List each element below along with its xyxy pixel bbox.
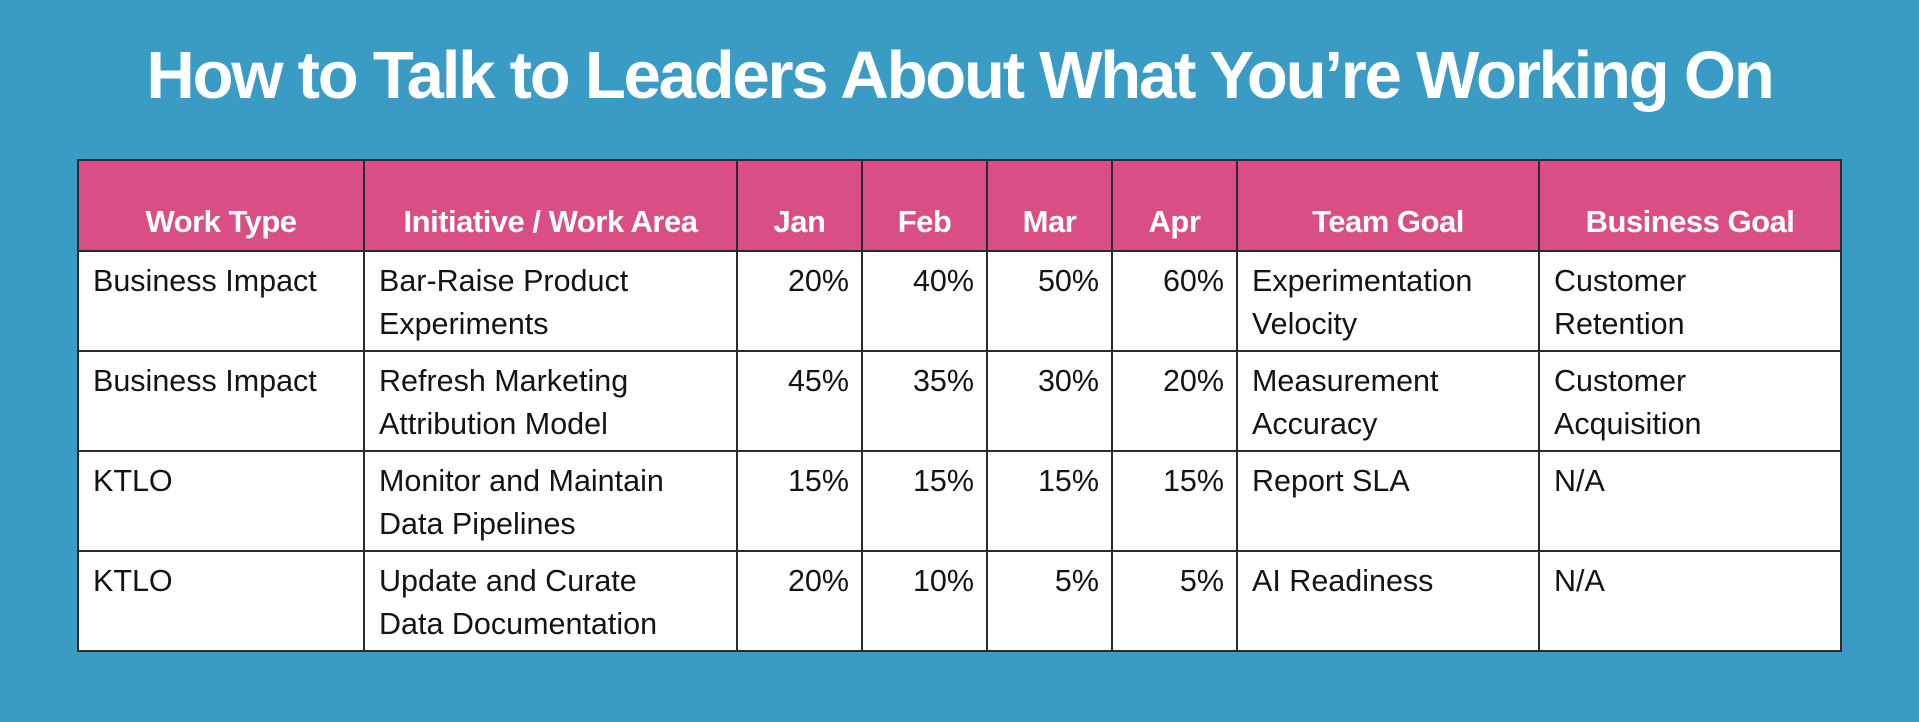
- cell-business-goal: N/A: [1538, 550, 1842, 652]
- cell-apr: 20%: [1111, 350, 1238, 452]
- cell-line: N/A: [1554, 564, 1605, 598]
- table-row: Business Impact Refresh Marketing Attribu…: [77, 350, 1842, 452]
- cell-line: Update and Curate: [379, 564, 637, 598]
- cell-jan: 45%: [736, 350, 863, 452]
- cell-line: Velocity: [1252, 307, 1358, 341]
- cell-business-goal: Customer Acquisition: [1538, 350, 1842, 452]
- cell-business-goal: N/A: [1538, 450, 1842, 552]
- cell-mar: 30%: [986, 350, 1113, 452]
- header-mar: Mar: [986, 159, 1113, 252]
- cell-feb: 35%: [861, 350, 988, 452]
- cell-work-type: KTLO: [77, 450, 365, 552]
- work-allocation-table: Work Type Initiative / Work Area Jan Feb…: [77, 159, 1842, 652]
- cell-mar: 5%: [986, 550, 1113, 652]
- cell-mar: 50%: [986, 250, 1113, 352]
- cell-jan: 20%: [736, 550, 863, 652]
- cell-line: Accuracy: [1252, 407, 1378, 441]
- table-header-row: Work Type Initiative / Work Area Jan Feb…: [77, 159, 1842, 252]
- cell-initiative: Bar-Raise Product Experiments: [363, 250, 738, 352]
- cell-line: Bar-Raise Product: [379, 264, 629, 298]
- header-work-type: Work Type: [77, 159, 365, 252]
- cell-line: Customer: [1554, 264, 1687, 298]
- cell-initiative: Monitor and Maintain Data Pipelines: [363, 450, 738, 552]
- table-row: KTLO Monitor and Maintain Data Pipelines …: [77, 450, 1842, 552]
- cell-line: Refresh Marketing: [379, 364, 629, 398]
- cell-line: Experimentation: [1252, 264, 1473, 298]
- cell-line: Data Documentation: [379, 607, 658, 641]
- cell-line: Retention: [1554, 307, 1685, 341]
- cell-team-goal: Measurement Accuracy: [1236, 350, 1540, 452]
- cell-line: Monitor and Maintain: [379, 464, 664, 498]
- cell-team-goal: Experimentation Velocity: [1236, 250, 1540, 352]
- header-business-goal: Business Goal: [1538, 159, 1842, 252]
- cell-mar: 15%: [986, 450, 1113, 552]
- cell-initiative: Refresh Marketing Attribution Model: [363, 350, 738, 452]
- cell-line: Experiments: [379, 307, 549, 341]
- cell-work-type: KTLO: [77, 550, 365, 652]
- cell-feb: 40%: [861, 250, 988, 352]
- slide-title: How to Talk to Leaders About What You’re…: [146, 38, 1774, 113]
- table-row: Business Impact Bar-Raise Product Experim…: [77, 250, 1842, 352]
- header-jan: Jan: [736, 159, 863, 252]
- cell-initiative: Update and Curate Data Documentation: [363, 550, 738, 652]
- cell-work-type: Business Impact: [77, 350, 365, 452]
- cell-line: AI Readiness: [1252, 564, 1434, 598]
- cell-apr: 15%: [1111, 450, 1238, 552]
- cell-feb: 15%: [861, 450, 988, 552]
- cell-line: Measurement: [1252, 364, 1439, 398]
- cell-business-goal: Customer Retention: [1538, 250, 1842, 352]
- cell-team-goal: AI Readiness: [1236, 550, 1540, 652]
- header-team-goal: Team Goal: [1236, 159, 1540, 252]
- cell-line: Report SLA: [1252, 464, 1410, 498]
- cell-feb: 10%: [861, 550, 988, 652]
- cell-line: Customer: [1554, 364, 1687, 398]
- cell-jan: 15%: [736, 450, 863, 552]
- cell-line: Data Pipelines: [379, 507, 576, 541]
- header-apr: Apr: [1111, 159, 1238, 252]
- header-feb: Feb: [861, 159, 988, 252]
- cell-team-goal: Report SLA: [1236, 450, 1540, 552]
- header-initiative: Initiative / Work Area: [363, 159, 738, 252]
- cell-line: N/A: [1554, 464, 1605, 498]
- cell-line: Attribution Model: [379, 407, 608, 441]
- cell-jan: 20%: [736, 250, 863, 352]
- table-row: KTLO Update and Curate Data Documentation…: [77, 550, 1842, 652]
- cell-line: Acquisition: [1554, 407, 1702, 441]
- cell-apr: 60%: [1111, 250, 1238, 352]
- allocation-table-wrapper: Work Type Initiative / Work Area Jan Feb…: [77, 159, 1842, 652]
- cell-apr: 5%: [1111, 550, 1238, 652]
- cell-work-type: Business Impact: [77, 250, 365, 352]
